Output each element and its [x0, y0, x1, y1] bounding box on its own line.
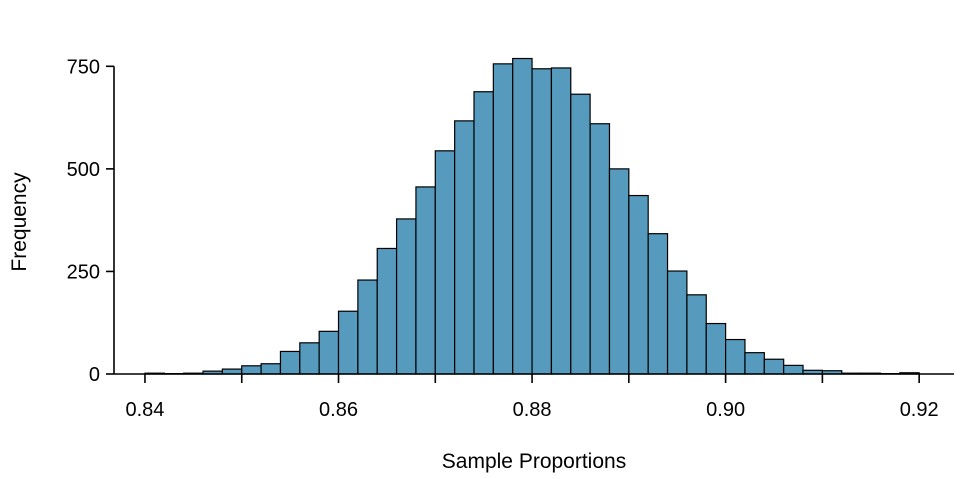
y-tick-label: 750: [67, 56, 100, 78]
histogram-bar: [241, 365, 262, 375]
histogram-bar: [763, 358, 785, 375]
histogram-bar: [337, 310, 359, 375]
histogram-bar: [473, 91, 494, 375]
histogram-bar: [666, 270, 688, 375]
histogram-bar: [550, 67, 572, 375]
histogram-bar: [628, 194, 649, 375]
x-tick-label: 0.90: [706, 399, 745, 421]
histogram-bar: [725, 338, 746, 375]
x-axis-label: Sample Proportions: [442, 450, 626, 473]
histogram-bar: [357, 279, 378, 375]
histogram-bar: [260, 363, 282, 375]
histogram-bars: [144, 57, 920, 375]
histogram-bar: [512, 57, 533, 375]
histogram-bar: [434, 150, 456, 375]
histogram-bar: [318, 330, 340, 375]
histogram-bar: [705, 322, 727, 375]
x-tick-label: 0.88: [513, 399, 552, 421]
histogram-bar: [647, 233, 669, 375]
histogram-bar: [686, 294, 707, 375]
x-tick-label: 0.92: [900, 399, 939, 421]
x-tick-label: 0.86: [319, 399, 358, 421]
histogram-bar: [376, 247, 398, 375]
histogram-bar: [454, 120, 475, 375]
x-axis: 0.84 0.86 0.88 0.90 0.92: [114, 373, 954, 421]
histogram-bar: [608, 168, 630, 375]
histogram-bar: [589, 123, 611, 375]
histogram-bar: [531, 68, 553, 375]
histogram-bar: [415, 186, 436, 375]
histogram-bar: [492, 63, 514, 375]
histogram-bar: [570, 93, 591, 375]
histogram-bar: [279, 350, 301, 375]
x-tick-label: 0.84: [125, 399, 164, 421]
histogram-bar: [783, 364, 804, 375]
y-axis: 0 250 500 750: [67, 56, 115, 386]
histogram-bar: [395, 218, 417, 375]
y-tick-label: 500: [67, 159, 100, 181]
histogram-bar: [744, 352, 765, 375]
histogram-bar: [299, 342, 320, 375]
y-tick-label: 0: [89, 364, 100, 386]
y-axis-label: Frequency: [8, 172, 31, 272]
y-tick-label: 250: [67, 261, 100, 283]
